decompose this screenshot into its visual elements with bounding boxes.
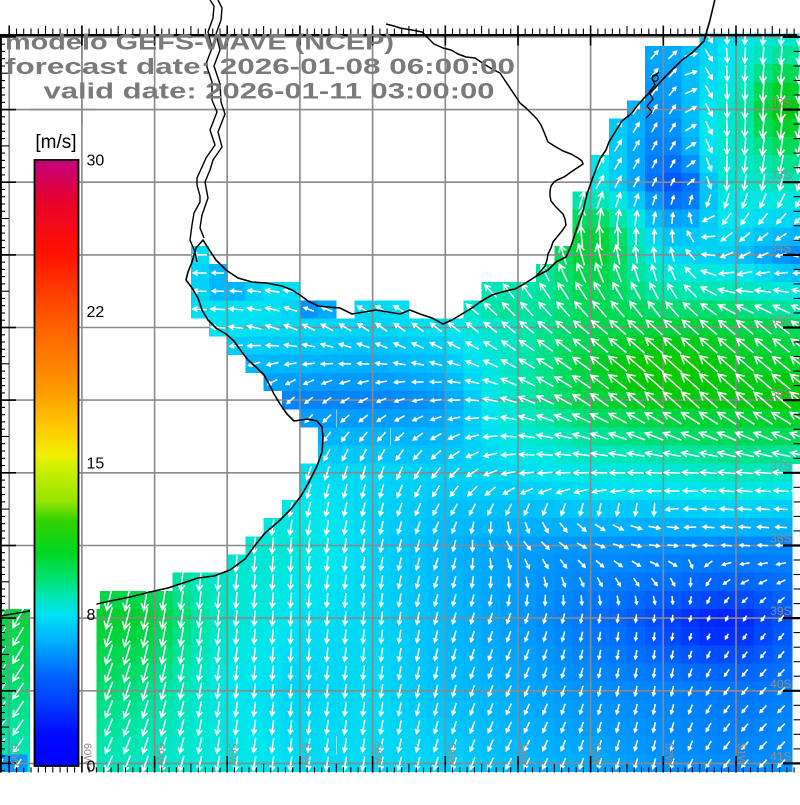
svg-text:59W: 59W — [154, 743, 166, 766]
svg-text:modelo GEFS-WAVE (NCEP): modelo GEFS-WAVE (NCEP) — [5, 30, 394, 55]
svg-text:34S: 34S — [770, 241, 791, 255]
svg-text:58W: 58W — [226, 743, 238, 766]
svg-text:36S: 36S — [770, 386, 791, 400]
svg-text:30: 30 — [87, 153, 105, 170]
svg-text:41S: 41S — [770, 749, 791, 763]
svg-text:valid date: 2026-01-11 03:00:0: valid date: 2026-01-11 03:00:00 — [44, 78, 495, 103]
svg-text:32S: 32S — [770, 96, 791, 110]
svg-text:37S: 37S — [770, 459, 791, 473]
svg-text:0: 0 — [87, 759, 96, 776]
svg-text:33S: 33S — [770, 168, 791, 182]
svg-text:51W: 51W — [735, 743, 747, 766]
svg-text:39S: 39S — [770, 604, 791, 618]
svg-text:22: 22 — [87, 304, 105, 321]
svg-text:38S: 38S — [770, 532, 791, 546]
svg-text:8: 8 — [87, 607, 96, 624]
svg-text:61W: 61W — [8, 743, 20, 766]
svg-text:57W: 57W — [299, 743, 311, 766]
svg-text:35S: 35S — [770, 314, 791, 328]
svg-text:[m/s]: [m/s] — [35, 132, 76, 153]
svg-text:53W: 53W — [590, 743, 602, 766]
svg-text:55W: 55W — [444, 743, 456, 766]
svg-text:forecast date: 2026-01-08 06:0: forecast date: 2026-01-08 06:00:00 — [5, 54, 515, 79]
svg-text:54W: 54W — [517, 743, 529, 766]
svg-text:56W: 56W — [372, 743, 384, 766]
svg-text:15: 15 — [87, 456, 105, 473]
svg-text:52W: 52W — [662, 743, 674, 766]
svg-text:40S: 40S — [770, 677, 791, 691]
